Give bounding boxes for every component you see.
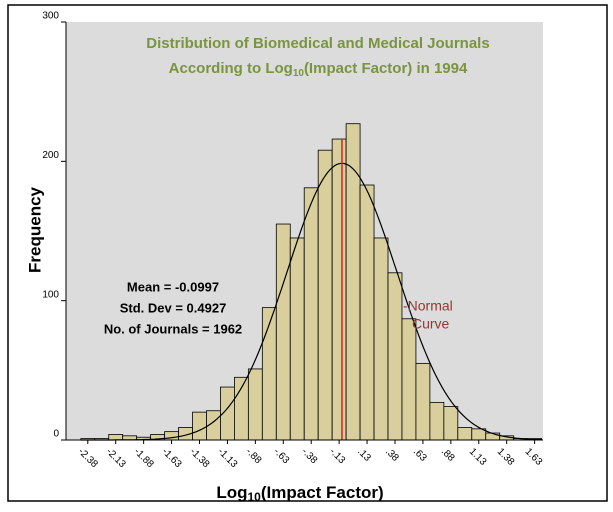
bar (373, 237, 389, 441)
chart-title: Distribution of Biomedical and Medical J… (146, 35, 489, 52)
y-tick-label: 0 (53, 429, 59, 440)
bar (387, 272, 403, 441)
bar (331, 138, 347, 441)
bar (345, 123, 361, 441)
bar (443, 406, 459, 441)
bar (275, 223, 291, 441)
chart-title: According to Log10(Impact Factor) in 199… (169, 60, 468, 79)
x-axis-label: Log10(Impact Factor) (216, 483, 383, 504)
bar (359, 184, 375, 441)
bar (192, 411, 207, 441)
stats: No. of Journals = 1962 (104, 321, 242, 336)
y-axis-label: Frequency (25, 186, 44, 273)
bar (429, 401, 445, 441)
bar (401, 318, 417, 441)
bar (303, 187, 319, 441)
bar (317, 149, 333, 441)
stats: Mean = -0.0997 (127, 279, 219, 294)
bar (108, 434, 124, 441)
curve-label: Curve (412, 316, 450, 332)
bar (261, 307, 277, 441)
bar (247, 368, 263, 441)
stats: Std. Dev = 0.4927 (120, 300, 227, 315)
bar (457, 427, 473, 441)
bar (234, 376, 249, 441)
curve-label: -Normal (403, 298, 453, 314)
y-tick-label: 100 (42, 289, 59, 300)
y-tick-label: 200 (42, 150, 59, 161)
bar (415, 362, 431, 441)
normal-curve (80, 162, 542, 441)
bar (289, 237, 305, 441)
y-tick-label: 300 (42, 11, 59, 22)
